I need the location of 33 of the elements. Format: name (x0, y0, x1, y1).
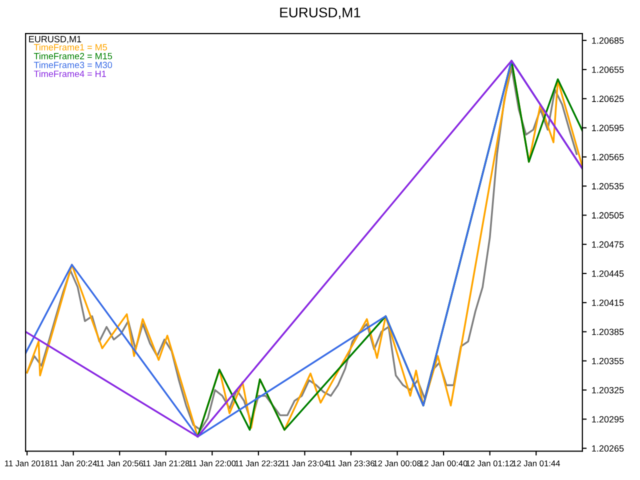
y-tick-label: 1.20445 (592, 270, 624, 277)
x-tick-label: 11 Jan 22:32 (235, 460, 282, 466)
y-tick-label: 1.20505 (592, 212, 624, 219)
text: TimeFrame3 = M30 (34, 62, 112, 68)
annotation: EURUSD,M1 (29, 36, 82, 44)
y-tick-label: 1.20265 (592, 445, 624, 452)
text: TimeFrame4 = H1 (34, 70, 106, 78)
y-tick-label: 1.20385 (592, 328, 624, 336)
y-tick-label: 1.20475 (592, 241, 624, 248)
y-tick-label: 1.20295 (592, 416, 624, 423)
text: TimeFrame1 = M5 (34, 44, 107, 50)
y-tick-label: 1.20535 (592, 183, 624, 190)
y-tick-label: 1.20685 (592, 37, 624, 44)
x-tick-label: 12 Jan 01:12 (466, 460, 514, 466)
x-tick-label: 12 Jan 01:44 (512, 460, 560, 466)
x-tick-label: 11 Jan 23:36 (328, 460, 374, 466)
y-tick-label: 1.20655 (592, 66, 624, 73)
x-tick-label: 11 Jan 20:24 (50, 460, 97, 466)
y-tick-label: 1.20355 (592, 358, 624, 364)
y-tick-label: 1.20565 (592, 154, 624, 160)
text: TimeFrame2 = M15 (34, 52, 112, 60)
x-tick-label: 12 Jan 00:40 (420, 460, 468, 466)
y-tick-label: 1.20415 (592, 300, 624, 306)
x-tick-label: 11 Jan 2018 (5, 460, 50, 466)
x-tick-label: 12 Jan 00:08 (374, 460, 422, 466)
y-tick-label: 1.20595 (592, 124, 624, 132)
chart-title: EURUSD,M1 (280, 8, 360, 20)
x-tick-label: 11 Jan 22:00 (189, 460, 236, 466)
x-tick-label: 11 Jan 21:28 (142, 460, 190, 466)
y-tick-label: 1.20325 (592, 386, 624, 394)
x-tick-label: 11 Jan 20:56 (96, 460, 144, 466)
y-tick-label: 1.20625 (592, 96, 624, 102)
x-tick-label: 11 Jan 23:04 (282, 460, 328, 466)
